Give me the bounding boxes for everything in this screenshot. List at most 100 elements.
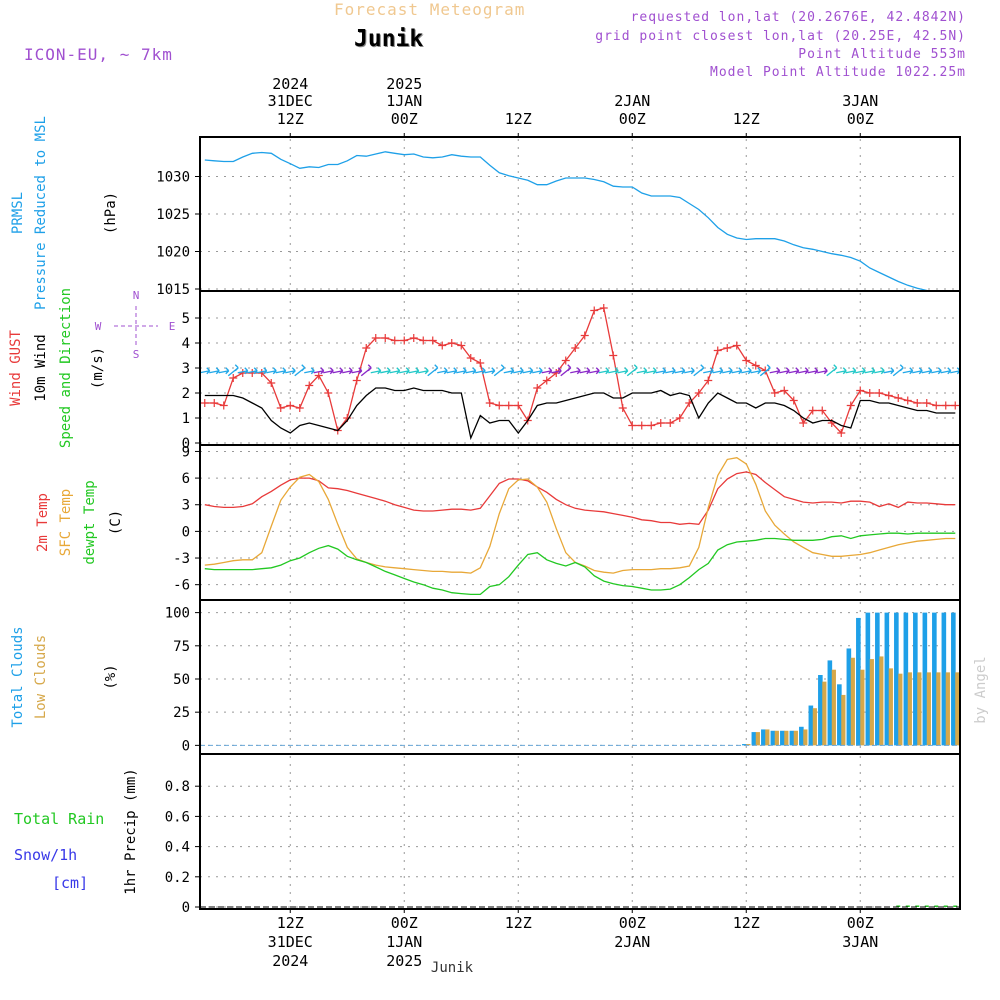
- pressure-label-0: PRMSL: [10, 192, 26, 234]
- bottom-time-label: 2025: [386, 952, 422, 970]
- gust-marker: [656, 419, 665, 427]
- cloud-bar-total: [799, 726, 804, 746]
- top-time-label: 2025: [386, 75, 422, 93]
- cloud-bar-low: [879, 656, 884, 746]
- wind-direction-arrow: [294, 364, 306, 377]
- wind-label-1: 10m Wind: [33, 334, 49, 401]
- top-time-label: 00Z: [847, 110, 874, 128]
- precip-ytick-label: 0.6: [165, 809, 190, 825]
- bottom-time-label: 31DEC: [268, 933, 313, 951]
- gust-marker: [694, 389, 703, 397]
- wind-direction-arrow: [560, 364, 572, 377]
- gust-marker: [865, 389, 874, 397]
- cloud-bar-total: [742, 744, 747, 746]
- cloud-bar-low: [955, 672, 959, 746]
- gust-marker: [504, 401, 513, 410]
- top-time-label: 00Z: [619, 110, 646, 128]
- gust-marker: [846, 401, 855, 410]
- bottom-time-label: 00Z: [391, 914, 418, 932]
- wind-direction-arrow: [750, 367, 762, 375]
- wind-direction-arrow: [247, 367, 258, 375]
- wind-direction-arrow: [598, 367, 610, 375]
- wind-direction-arrow: [418, 367, 429, 375]
- wind-direction-arrow: [579, 367, 591, 375]
- gust-marker: [590, 306, 599, 315]
- cloud-bar-low: [850, 657, 855, 746]
- gust-marker: [514, 401, 523, 410]
- gust-marker: [381, 334, 390, 342]
- wind-direction-arrow: [712, 367, 724, 375]
- clouds-ytick-label: 0: [182, 738, 190, 754]
- wind-direction-arrow: [285, 367, 296, 375]
- location-name: Junik: [354, 26, 424, 52]
- temp-ytick-label: 3: [182, 498, 190, 514]
- gust-marker: [922, 399, 931, 407]
- gust-marker: [742, 356, 751, 365]
- wind-direction-arrow: [570, 367, 581, 375]
- gust-marker: [561, 356, 570, 365]
- wind-direction-arrow: [408, 367, 420, 375]
- cloud-bar-total: [780, 730, 785, 746]
- gust-marker: [305, 381, 314, 390]
- wind-direction-arrow: [779, 367, 790, 375]
- temp-label-1: SFC Temp: [58, 489, 74, 556]
- wind-direction-arrow: [636, 367, 648, 375]
- cloud-bar-total: [751, 732, 757, 746]
- gust-marker: [428, 336, 437, 345]
- bottom-time-label: 12Z: [733, 914, 760, 932]
- bottom-time-label: 12Z: [505, 914, 532, 932]
- cloud-bar-total: [903, 612, 909, 746]
- cloud-bar-low: [860, 669, 865, 746]
- top-time-label: 12Z: [733, 110, 760, 128]
- top-time-label: 2JAN: [614, 92, 650, 110]
- wind-direction-arrow: [199, 367, 211, 375]
- gust-marker: [438, 341, 447, 350]
- point-altitude: Point Altitude 553m: [798, 47, 966, 62]
- compass-south: S: [133, 348, 140, 361]
- requested-coords: requested lon,lat (20.2676E, 42.4842N): [630, 10, 966, 25]
- pressure-ytick-label: 1030: [156, 170, 190, 186]
- top-time-label: 00Z: [391, 110, 418, 128]
- cloud-bar-total: [941, 612, 947, 746]
- cloud-bar-total: [894, 612, 899, 746]
- wind-ytick-label: 4: [182, 336, 190, 352]
- model-label: ICON-EU, ~ 7km: [24, 45, 173, 64]
- wind-direction-arrow: [617, 367, 629, 375]
- gust-marker: [808, 406, 817, 415]
- precip-ytick-label: 0.2: [165, 870, 190, 886]
- wind-direction-arrow: [427, 364, 439, 377]
- wind-direction-arrow: [370, 367, 382, 375]
- temp-label-3: (C): [108, 510, 124, 535]
- gust-marker: [609, 351, 618, 360]
- gust-marker: [647, 421, 656, 430]
- precip-label-unit: 1hr Precip (mm): [123, 768, 139, 894]
- gust-marker: [789, 396, 798, 405]
- compass-west: W: [95, 320, 102, 333]
- cloud-bar-total: [818, 675, 823, 746]
- gust-marker: [780, 386, 789, 395]
- wind-direction-arrow: [912, 367, 923, 375]
- cloud-bar-low: [803, 729, 808, 746]
- gust-marker: [324, 389, 333, 397]
- gust-marker: [276, 404, 285, 412]
- wind-direction-arrow: [399, 367, 410, 375]
- temp-series-dewpt-temp: [204, 532, 956, 596]
- wind-direction-arrow: [655, 367, 667, 375]
- wind-ytick-label: 5: [182, 311, 190, 327]
- cloud-bar-low: [936, 672, 941, 746]
- wind-label-0: Wind GUST: [8, 330, 24, 406]
- wind-direction-arrow: [931, 367, 942, 375]
- bottom-time-label: 2JAN: [614, 933, 650, 951]
- wind-direction-arrow: [313, 367, 325, 375]
- gust-marker: [314, 371, 323, 380]
- gust-marker: [485, 399, 494, 407]
- wind-direction-arrow: [465, 367, 477, 375]
- wind-direction-arrow: [759, 364, 771, 377]
- cloud-bar-low: [755, 732, 760, 746]
- gust-marker: [628, 421, 637, 430]
- gust-marker: [837, 429, 846, 437]
- wind-direction-arrow: [541, 367, 553, 375]
- gust-marker: [267, 379, 276, 387]
- footer-location: Junik: [431, 960, 474, 976]
- precip-panel-frame: [199, 753, 961, 910]
